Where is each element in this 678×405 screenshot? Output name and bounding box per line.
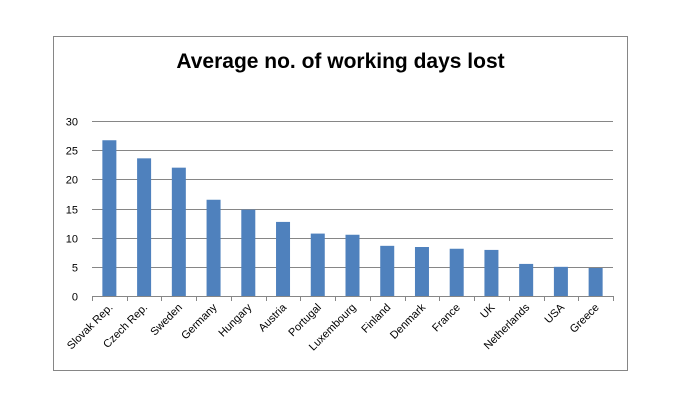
x-tick-label: UK (478, 301, 498, 321)
bar-uk (484, 249, 499, 296)
bar-austria (276, 221, 291, 296)
bar-hungary (241, 209, 256, 296)
x-tick-label: Hungary (217, 301, 255, 339)
bar-czech-rep (137, 158, 152, 296)
x-tick-label: Denmark (388, 301, 428, 341)
y-tick-label: 5 (72, 263, 78, 275)
bar-finland (380, 245, 395, 296)
y-tick-label: 20 (66, 175, 78, 187)
x-tick-label: USA (543, 301, 568, 326)
bar-denmark (414, 247, 429, 296)
x-tick-label: Austria (256, 301, 289, 334)
x-tick-label: Greece (568, 302, 602, 336)
x-tick-label: Finland (359, 302, 393, 336)
x-tick-label: Germany (179, 301, 220, 342)
bar-slovak-rep (102, 140, 117, 296)
y-tick-label: 0 (72, 292, 78, 304)
x-tick-label: France (430, 302, 463, 335)
bar-france (449, 248, 464, 296)
y-tick-label: 15 (66, 205, 78, 217)
y-tick-label: 10 (66, 234, 78, 246)
chart-title: Average no. of working days lost (176, 50, 505, 73)
bar-usa (553, 266, 568, 296)
bar-netherlands (519, 263, 534, 296)
bar-portugal (310, 233, 325, 296)
bar-greece (588, 268, 603, 296)
y-tick-label: 30 (66, 117, 78, 129)
bar-sweden (171, 167, 186, 296)
bar-luxembourg (345, 234, 360, 296)
y-tick-label: 25 (66, 146, 78, 158)
bar-germany (206, 199, 221, 296)
